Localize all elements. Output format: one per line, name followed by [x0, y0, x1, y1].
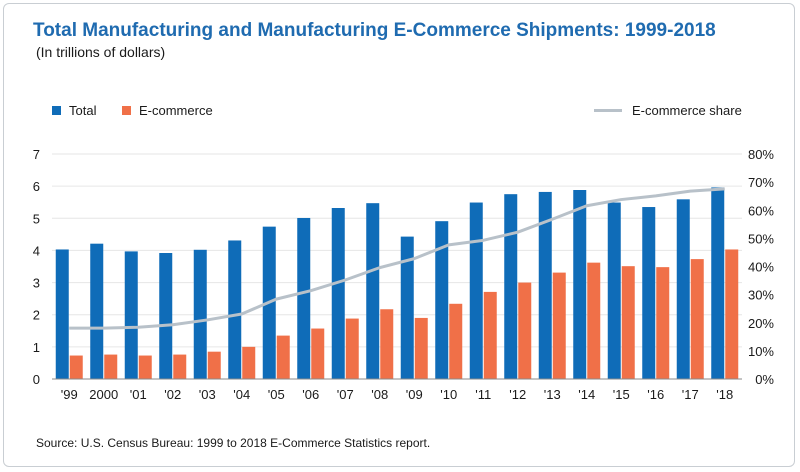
legend-total-swatch: [52, 106, 61, 115]
x-tick-label: '18: [716, 387, 733, 402]
bar-total: [642, 207, 656, 379]
x-tick-label: '05: [268, 387, 285, 402]
y-left-tick-label: 3: [33, 276, 40, 291]
line-ecommerce-share: [69, 187, 725, 330]
bar-ecommerce: [656, 267, 670, 379]
x-tick-label: '02: [164, 387, 181, 402]
y-right-tick-label: 40%: [748, 260, 774, 275]
y-right-tick-label: 10%: [748, 344, 774, 359]
bar-total: [676, 199, 690, 379]
bar-total: [124, 251, 138, 379]
bar-total: [159, 253, 173, 379]
legend-total-label: Total: [69, 103, 97, 118]
x-tick-label: '15: [613, 387, 630, 402]
y-right-tick-label: 80%: [748, 147, 774, 162]
bar-total: [228, 240, 242, 379]
bar-ecommerce: [69, 355, 83, 379]
bar-ecommerce: [276, 335, 290, 379]
bar-total: [90, 243, 104, 379]
x-tick-label: '08: [371, 387, 388, 402]
bar-total: [366, 203, 380, 379]
legend-ecommerce-label: E-commerce: [139, 103, 213, 118]
y-left-tick-label: 4: [33, 243, 40, 258]
legend-share-label: E-commerce share: [632, 103, 742, 118]
bar-ecommerce: [725, 249, 739, 379]
x-tick-label: '17: [682, 387, 699, 402]
x-tick-label: '99: [61, 387, 78, 402]
y-left-tick-label: 7: [33, 147, 40, 162]
x-tick-label: '03: [199, 387, 216, 402]
y-left-tick-label: 0: [33, 372, 40, 387]
chart-frame: [3, 3, 795, 467]
y-left-tick-label: 6: [33, 179, 40, 194]
bar-ecommerce: [621, 266, 635, 379]
bar-ecommerce: [483, 291, 497, 379]
bar-ecommerce: [380, 309, 394, 379]
bar-ecommerce: [104, 354, 118, 379]
y-right-tick-label: 0%: [755, 372, 774, 387]
bar-total: [297, 217, 311, 379]
y-left-tick-label: 1: [33, 340, 40, 355]
x-tick-label: '11: [475, 387, 491, 402]
bar-total: [400, 236, 414, 379]
y-left-tick-label: 2: [33, 308, 40, 323]
bar-ecommerce: [173, 354, 187, 379]
bar-ecommerce: [690, 259, 704, 379]
y-right-tick-label: 60%: [748, 203, 774, 218]
bar-total: [538, 191, 552, 379]
bar-ecommerce: [207, 351, 221, 379]
bar-ecommerce: [587, 262, 601, 379]
x-tick-label: '12: [509, 387, 526, 402]
x-tick-label: '04: [233, 387, 250, 402]
bar-total: [711, 187, 725, 379]
bar-total: [435, 221, 449, 379]
bar-ecommerce: [449, 303, 463, 379]
x-tick-label: 2000: [89, 387, 118, 402]
x-tick-label: '16: [647, 387, 664, 402]
y-right-tick-label: 20%: [748, 316, 774, 331]
chart-subtitle: (In trillions of dollars): [36, 44, 166, 60]
y-right-tick-label: 70%: [748, 175, 774, 190]
bar-ecommerce: [518, 282, 532, 379]
x-tick-label: '14: [578, 387, 595, 402]
x-tick-label: '07: [337, 387, 354, 402]
bar-ecommerce: [345, 318, 359, 379]
x-tick-label: '13: [544, 387, 561, 402]
bar-total: [331, 208, 345, 379]
bar-total: [607, 202, 621, 379]
x-tick-label: '10: [440, 387, 457, 402]
legend-total: Total: [52, 103, 96, 118]
x-tick-label: '01: [130, 387, 147, 402]
x-tick-label: '09: [406, 387, 423, 402]
legend-ecommerce-swatch: [122, 106, 131, 115]
bar-ecommerce: [311, 328, 325, 379]
bar-total: [55, 249, 69, 379]
y-right-tick-label: 30%: [748, 288, 774, 303]
bar-ecommerce: [552, 272, 566, 379]
bar-total: [573, 190, 587, 379]
bar-ecommerce: [138, 355, 152, 379]
y-left-tick-label: 5: [33, 211, 40, 226]
bar-ecommerce: [414, 317, 428, 379]
legend-share: E-commerce share: [594, 103, 742, 118]
legend-ecommerce: E-commerce: [122, 103, 213, 118]
chart-title: Total Manufacturing and Manufacturing E-…: [33, 20, 716, 41]
bar-total: [193, 249, 207, 379]
source-note: Source: U.S. Census Bureau: 1999 to 2018…: [36, 436, 431, 450]
bar-total: [504, 194, 518, 379]
x-tick-label: '06: [302, 387, 319, 402]
bar-total: [469, 202, 483, 379]
y-right-tick-label: 50%: [748, 231, 774, 246]
bar-ecommerce: [242, 346, 256, 379]
legend-share-line: [594, 109, 622, 112]
